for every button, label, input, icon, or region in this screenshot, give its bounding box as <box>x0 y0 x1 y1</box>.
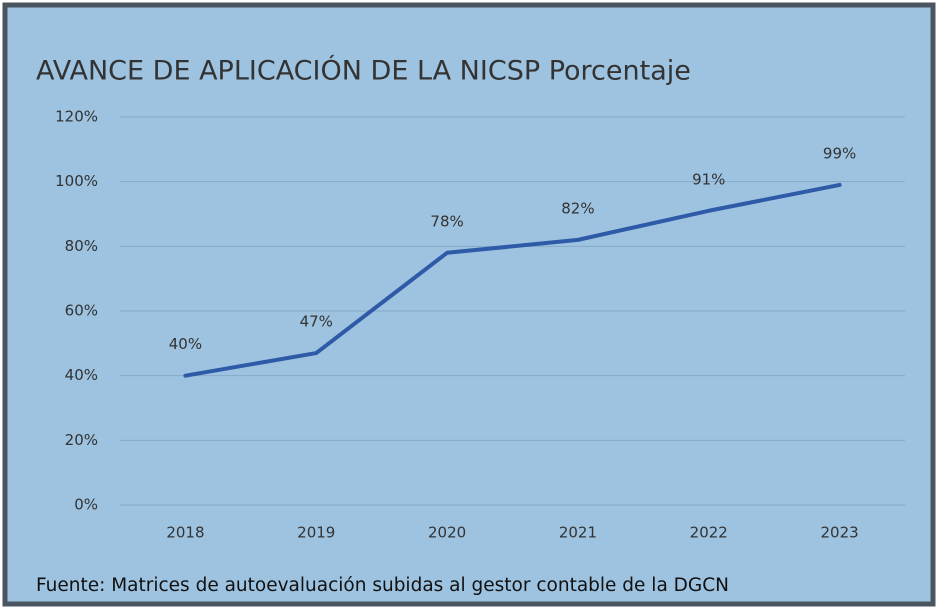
data-label: 99% <box>823 144 856 162</box>
y-tick-label: 0% <box>74 496 98 514</box>
source-note: Fuente: Matrices de autoevaluación subid… <box>36 575 729 596</box>
y-tick-label: 100% <box>55 172 98 190</box>
y-tick-label: 120% <box>55 108 98 126</box>
x-tick-label: 2018 <box>166 524 204 542</box>
x-tick-label: 2021 <box>559 524 597 542</box>
data-label: 82% <box>561 199 594 217</box>
data-label: 40% <box>169 335 202 353</box>
chart-title: AVANCE DE APLICACIÓN DE LA NICSP Porcent… <box>36 55 691 87</box>
data-label: 78% <box>430 212 463 230</box>
x-tick-label: 2020 <box>428 524 466 542</box>
y-tick-label: 60% <box>65 302 98 320</box>
x-tick-label: 2022 <box>690 524 728 542</box>
y-tick-label: 40% <box>65 366 98 384</box>
x-tick-label: 2023 <box>820 524 858 542</box>
y-tick-label: 80% <box>65 237 98 255</box>
data-label: 91% <box>692 170 725 188</box>
x-tick-label: 2019 <box>297 524 335 542</box>
y-tick-label: 20% <box>65 431 98 449</box>
data-line <box>183 182 842 378</box>
data-label: 47% <box>300 313 333 331</box>
